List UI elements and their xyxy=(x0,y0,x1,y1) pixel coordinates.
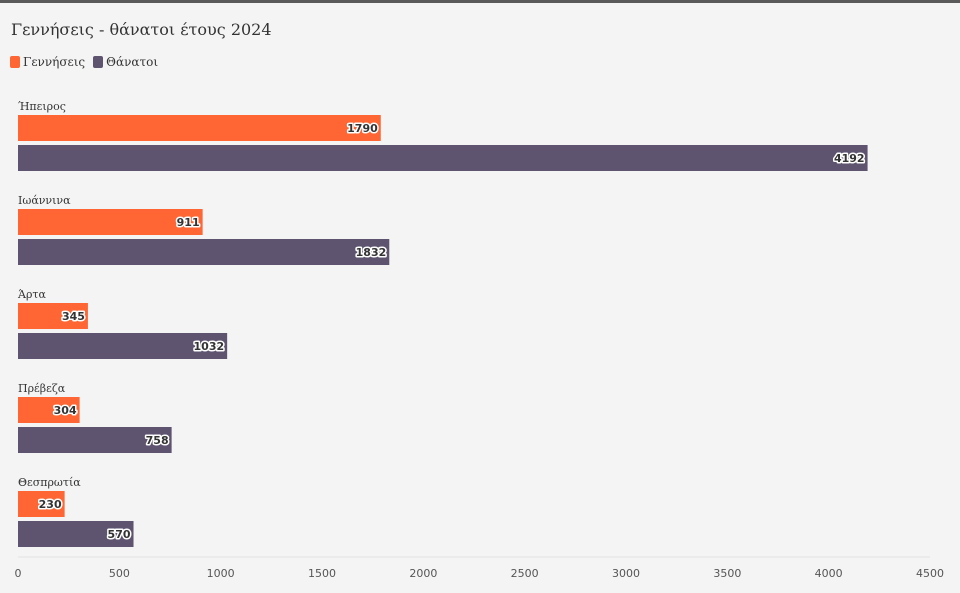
top-border xyxy=(0,0,960,3)
x-tick-label: 0 xyxy=(15,567,22,580)
chart-title: Γεννήσεις - θάνατοι έτους 2024 xyxy=(11,20,272,39)
bar-deaths xyxy=(18,333,228,359)
data-label: 304 xyxy=(54,404,77,417)
x-tick-label: 3500 xyxy=(713,567,741,580)
category-label: Θεσπρωτία xyxy=(18,476,81,489)
x-tick-label: 1500 xyxy=(308,567,336,580)
data-label: 911 xyxy=(177,216,200,229)
category-label: Πρέβεζα xyxy=(18,382,66,395)
x-tick-label: 2500 xyxy=(511,567,539,580)
bar-deaths xyxy=(18,521,134,547)
legend-item-deaths[interactable]: Θάνατοι xyxy=(93,55,158,69)
bar-births xyxy=(18,209,203,235)
data-label: 1032 xyxy=(194,340,225,353)
legend: Γεννήσεις Θάνατοι xyxy=(10,55,158,69)
bar-deaths xyxy=(18,239,390,265)
bar-births xyxy=(18,115,381,141)
bar-births xyxy=(18,303,88,329)
data-label: 4192 xyxy=(834,152,865,165)
category-label: Ήπειρος xyxy=(18,100,66,113)
x-tick-label: 4000 xyxy=(815,567,843,580)
data-label: 758 xyxy=(146,434,169,447)
legend-label-deaths: Θάνατοι xyxy=(106,55,159,69)
x-tick-label: 3000 xyxy=(612,567,640,580)
x-tick-label: 1000 xyxy=(207,567,235,580)
data-label: 1790 xyxy=(347,122,378,135)
legend-item-births[interactable]: Γεννήσεις xyxy=(10,55,85,69)
category-label: Ιωάννινα xyxy=(18,194,71,207)
legend-swatch-births xyxy=(10,56,20,68)
x-tick-label: 2000 xyxy=(409,567,437,580)
bar-births xyxy=(18,491,65,517)
bar-births xyxy=(18,397,80,423)
legend-swatch-deaths xyxy=(93,56,104,68)
bar-deaths xyxy=(18,427,172,453)
x-tick-label: 4500 xyxy=(916,567,944,580)
data-label: 570 xyxy=(108,528,131,541)
data-label: 230 xyxy=(39,498,62,511)
data-label: 1832 xyxy=(356,246,387,259)
legend-label-births: Γεννήσεις xyxy=(23,55,86,69)
category-label: Άρτα xyxy=(17,288,46,301)
x-tick-label: 500 xyxy=(109,567,130,580)
bar-deaths xyxy=(18,145,868,171)
data-label: 345 xyxy=(62,310,85,323)
